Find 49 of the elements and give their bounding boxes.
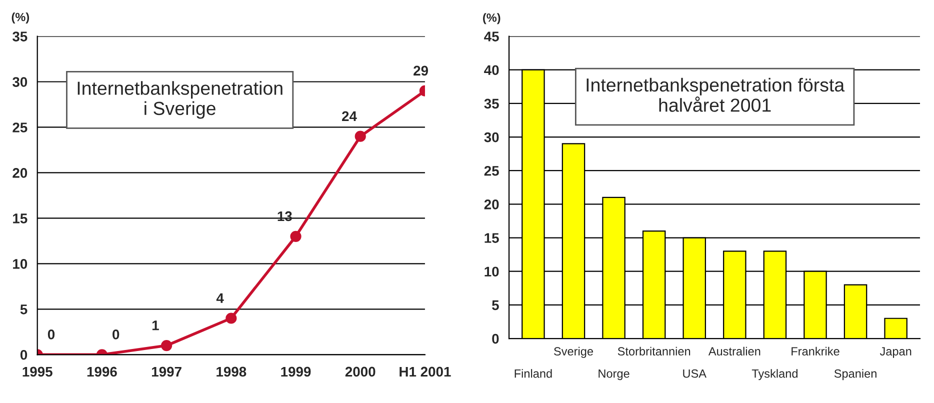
x-tick-label: Storbritannien (618, 346, 690, 356)
y-tick-label: 15 (484, 233, 499, 243)
data-label: 1 (152, 320, 159, 330)
data-label: 0 (48, 330, 55, 340)
point (354, 130, 366, 142)
y-tick-label: 5 (492, 300, 499, 310)
x-tick-label: Spanien (834, 369, 876, 380)
y-tick-label: 15 (13, 214, 28, 224)
data-label: 24 (342, 111, 357, 121)
x-tick-label: 1998 (216, 366, 246, 377)
data-label: 4 (216, 293, 224, 303)
y-tick-label: 25 (484, 166, 499, 176)
x-tick-label: H1 2001 (400, 366, 451, 377)
x-tick-label: Japan (880, 347, 912, 358)
x-tick-label: Frankrike (792, 346, 840, 356)
x-tick-label: 1999 (281, 366, 311, 377)
y-tick-label: 40 (484, 65, 499, 76)
x-tick-label: 2000 (345, 366, 376, 377)
x-tick-label: 1995 (22, 366, 52, 377)
y-tick-label: 20 (12, 168, 28, 178)
point (290, 230, 302, 242)
y-tick-label: 10 (13, 259, 28, 269)
x-tick-label: 1997 (152, 366, 182, 377)
text: Internetbankspenetration första halvåret 2001 (586, 78, 845, 112)
y-tick-label: 35 (12, 32, 28, 42)
y-axis-title: (%) (483, 13, 500, 24)
y-tick-label: 25 (12, 122, 28, 132)
y-tick-label: 35 (484, 98, 499, 109)
y-tick-label: 5 (20, 304, 28, 314)
point (161, 340, 172, 352)
data-label: 0 (112, 330, 120, 340)
x-tick-label: 1996 (87, 366, 117, 377)
y-axis-title: (%) (12, 12, 30, 24)
x-tick-label: Finland (514, 369, 552, 378)
data-label: 29 (414, 66, 428, 76)
x-tick-label: Sverige (554, 346, 593, 358)
y-tick-label: 30 (484, 132, 499, 142)
y-tick-label: 10 (484, 266, 499, 277)
y-tick-label: 0 (20, 350, 28, 360)
y-tick-label: 30 (12, 77, 28, 87)
y-tick-label: 20 (484, 200, 499, 210)
x-tick-label: USA (683, 369, 706, 378)
y-tick-label: 45 (484, 32, 499, 42)
x-tick-label: Tyskland (752, 369, 798, 380)
text: Internetbankspenetration i Sverige (78, 81, 282, 119)
point (226, 312, 237, 324)
x-tick-label: Norge (598, 370, 630, 380)
y-tick-label: 0 (492, 334, 499, 344)
x-tick-label: Australien (708, 346, 760, 356)
